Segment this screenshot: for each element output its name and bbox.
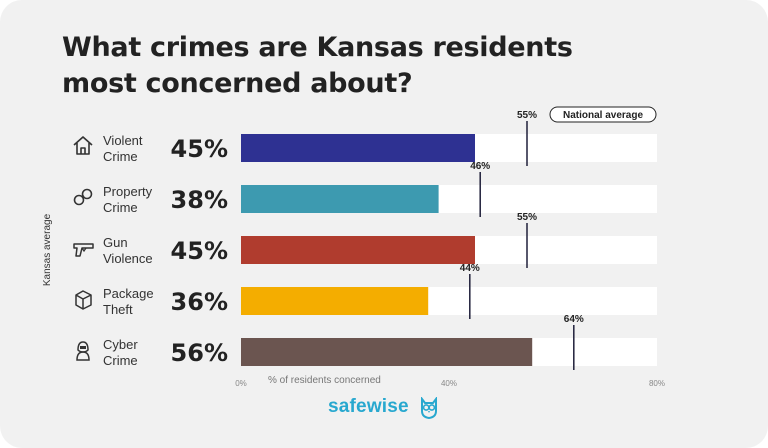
brand-logo-text: safewise: [328, 396, 409, 417]
value-label: 45%: [171, 237, 228, 265]
x-tick-label: 40%: [441, 379, 457, 388]
value-bar: [241, 287, 429, 315]
gun-icon: [73, 243, 94, 257]
value-label: 56%: [171, 339, 228, 367]
value-bar: [241, 185, 439, 213]
x-tick-label: 80%: [649, 379, 665, 388]
category-label-line1: Gun: [103, 235, 128, 250]
national-average-legend-pill: [549, 106, 657, 123]
category-label-line1: Package: [103, 286, 154, 301]
value-bar: [241, 134, 475, 162]
national-average-value: 44%: [460, 263, 480, 274]
value-label: 36%: [171, 288, 228, 316]
handcuffs-icon: [73, 188, 93, 206]
value-bar: [241, 338, 533, 366]
category-label-line2: Crime: [103, 353, 138, 368]
owl-icon: [421, 397, 437, 419]
category-label-line1: Property: [103, 184, 153, 199]
category-label-line2: Theft: [103, 302, 133, 317]
category-label-line2: Crime: [103, 149, 138, 164]
national-average-legend-label: National average: [563, 110, 643, 121]
national-average-value: 64%: [564, 314, 584, 325]
national-average-value: 46%: [470, 161, 490, 172]
hacker-icon: [76, 341, 90, 361]
chart-title: What crimes are Kansas residents most co…: [62, 32, 573, 99]
category-label-line1: Violent: [103, 133, 143, 148]
category-label-line1: Cyber: [103, 337, 138, 352]
package-icon: [75, 290, 92, 310]
x-tick-label: 0%: [235, 379, 247, 388]
national-average-value: 55%: [517, 212, 537, 223]
value-bar: [241, 236, 475, 264]
x-axis-title: % of residents concerned: [268, 375, 381, 386]
value-label: 45%: [171, 135, 228, 163]
category-label-line2: Crime: [103, 200, 138, 215]
value-label: 38%: [171, 186, 228, 214]
y-axis-title: Kansas average: [42, 213, 53, 286]
category-label-line2: Violence: [103, 251, 153, 266]
national-average-value: 55%: [517, 110, 537, 121]
house-icon: [73, 136, 93, 155]
